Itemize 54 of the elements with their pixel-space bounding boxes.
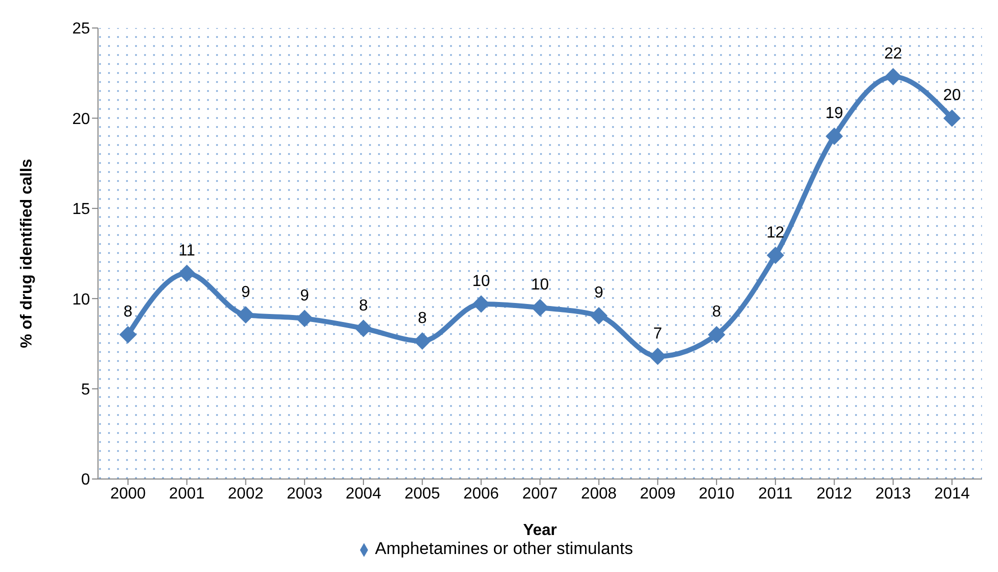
x-tick-label: 2008 [581,485,617,502]
x-tick-label: 2006 [463,485,500,502]
data-label: 8 [358,297,368,314]
point [766,246,784,264]
point [354,320,372,337]
x-tick-label: 2010 [698,485,734,502]
x-axis-title: Year [523,522,557,539]
x-tick-label: 2013 [875,485,912,502]
y-tick-label: 0 [81,472,90,489]
point [708,326,726,344]
legend-label: Amphetamines or other stimulants [375,539,633,558]
x-tick-label: 2011 [758,485,793,502]
data-label: 19 [825,105,844,122]
data-label: 11 [178,242,196,260]
x-tick-label: 2000 [110,485,146,502]
x-tick-label: 2003 [286,485,322,502]
data-label: 22 [884,46,902,63]
data-label: 20 [943,87,961,104]
x-tick-label: 2012 [816,485,852,502]
data-label: 9 [241,284,250,301]
point [414,332,431,350]
y-tick-label: 5 [81,381,90,398]
data-label: 9 [594,284,604,302]
point [120,326,136,344]
y-tick-label: 15 [72,201,90,218]
point [590,307,608,324]
data-label: 7 [653,325,662,342]
data-label: 8 [712,304,722,321]
y-tick-label: 25 [72,20,90,38]
point [237,306,254,324]
y-tick-label: 10 [72,291,90,308]
point [944,110,960,127]
data-label: 10 [531,276,549,294]
data-label: 8 [124,304,133,321]
x-tick-label: 2001 [169,485,205,502]
x-tick-label: 2002 [228,485,264,502]
data-label: 8 [418,310,427,327]
x-tick-label: 2014 [934,485,970,502]
x-tick-label: 2009 [640,485,676,502]
point [532,299,548,316]
data-label: 9 [300,287,310,304]
point [826,128,843,145]
x-tick-label: 2007 [522,485,558,502]
x-tick-label: 2004 [346,485,382,502]
x-tick-label: 2005 [404,485,440,502]
data-label: 12 [766,224,784,242]
point [649,348,666,365]
point [472,296,490,313]
point [884,68,902,86]
y-axis-title: % of drug identified calls [18,158,36,348]
point [178,264,196,282]
point [296,310,314,327]
y-tick-label: 20 [72,110,90,128]
data-label: 10 [472,273,490,290]
